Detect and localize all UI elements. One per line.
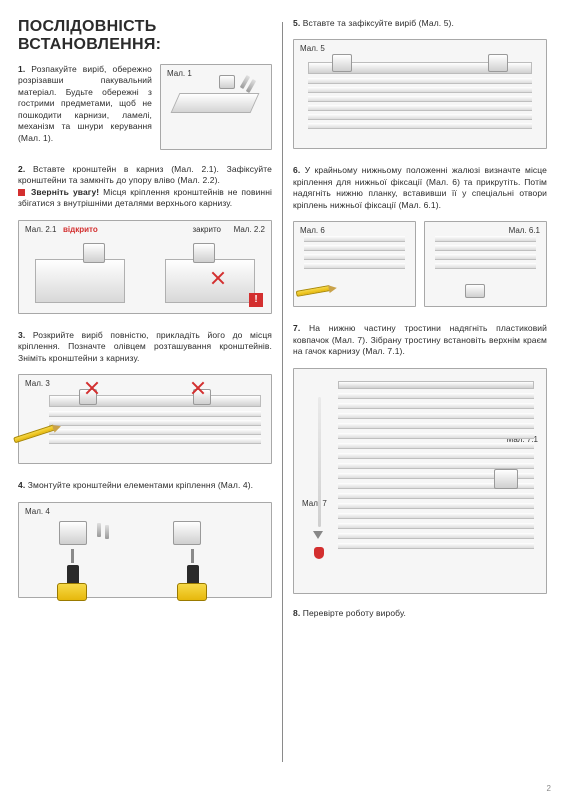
step-4-num: 4. xyxy=(18,480,25,490)
step-8-num: 8. xyxy=(293,608,300,618)
step-6-body: У крайньому нижньому положенні жалюзі ви… xyxy=(293,165,547,209)
rail-icon xyxy=(338,381,534,389)
drill-icon xyxy=(47,561,93,601)
step-1-num: 1. xyxy=(18,64,25,74)
step-7-body: На нижню частину тростини надягніть плас… xyxy=(293,323,547,356)
screw-icon xyxy=(105,525,109,539)
cross-icon xyxy=(85,381,99,395)
bracket-icon xyxy=(83,243,105,263)
closed-label: закрито xyxy=(192,225,221,234)
figure-2-2-label: Мал. 2.2 xyxy=(234,225,265,234)
step-1-body: Розпакуйте виріб, обережно розрізавши па… xyxy=(18,64,152,143)
step-5-text: 5. Вставте та зафіксуйте виріб (Мал. 5). xyxy=(293,18,547,29)
step-5-num: 5. xyxy=(293,18,300,28)
step-2-text: 2. Вставте кронштейн в карниз (Мал. 2.1)… xyxy=(18,164,272,210)
arrow-down-icon xyxy=(313,531,323,539)
blinds-icon xyxy=(308,78,532,129)
page-number: 2 xyxy=(547,784,551,793)
screw-icon xyxy=(97,523,101,537)
cross-icon xyxy=(191,381,205,395)
cross-icon xyxy=(211,271,225,285)
bracket-icon xyxy=(488,54,508,72)
figure-7: Мал. 7.1 Мал. 7 xyxy=(293,368,547,594)
warning-icon: ! xyxy=(249,293,263,307)
bracket-icon xyxy=(219,75,235,89)
clip-icon xyxy=(465,284,485,298)
step-6-num: 6. xyxy=(293,165,300,175)
step-1: 1. Розпакуйте виріб, обережно розрізавши… xyxy=(18,64,272,150)
figure-3-label: Мал. 3 xyxy=(25,379,50,388)
blinds-icon xyxy=(49,411,261,444)
step-6-text: 6. У крайньому нижньому положенні жалюзі… xyxy=(293,165,547,211)
figure-6-row: Мал. 6 Мал. 6.1 xyxy=(293,221,547,307)
figure-2-1-label: Мал. 2.1 xyxy=(25,225,56,234)
rail-icon xyxy=(171,93,260,113)
figure-3: Мал. 3 xyxy=(18,374,272,464)
pencil-icon xyxy=(296,285,331,297)
bracket-icon xyxy=(59,521,87,545)
figure-1-label: Мал. 1 xyxy=(167,69,192,78)
figure-7-label: Мал. 7 xyxy=(302,499,327,508)
step-8-text: 8. Перевірте роботу виробу. xyxy=(293,608,547,619)
step-3-body: Розкрийте виріб повністю, прикладіть йог… xyxy=(18,330,272,363)
step-8-body: Перевірте роботу виробу. xyxy=(303,608,406,618)
figure-6-label: Мал. 6 xyxy=(300,226,325,235)
mount-block xyxy=(165,259,255,303)
step-7-text: 7. На нижню частину тростини надягніть п… xyxy=(293,323,547,357)
open-label: відкрито xyxy=(63,225,98,234)
step-4-body: Змонтуйте кронштейни елементами кріпленн… xyxy=(28,480,253,490)
bracket-icon xyxy=(332,54,352,72)
step-7-num: 7. xyxy=(293,323,300,333)
bracket-icon xyxy=(494,469,518,489)
figure-4-label: Мал. 4 xyxy=(25,507,50,516)
figure-5-label: Мал. 5 xyxy=(300,44,325,53)
step-2-num: 2. xyxy=(18,164,25,174)
bracket-icon xyxy=(193,243,215,263)
cap-icon xyxy=(314,547,324,559)
attention-icon xyxy=(18,189,25,196)
step-3-text: 3. Розкрийте виріб повністю, прикладіть … xyxy=(18,330,272,364)
blinds-icon xyxy=(435,236,536,269)
figure-1: Мал. 1 xyxy=(160,64,272,150)
figure-6: Мал. 6 xyxy=(293,221,416,307)
mount-block xyxy=(35,259,125,303)
figure-2: Мал. 2.1 відкрито закрито Мал. 2.2 ! xyxy=(18,220,272,314)
figure-6-1: Мал. 6.1 xyxy=(424,221,547,307)
step-1-text: 1. Розпакуйте виріб, обережно розрізавши… xyxy=(18,64,152,144)
step-3-num: 3. xyxy=(18,330,25,340)
figure-4: Мал. 4 xyxy=(18,502,272,598)
drill-icon xyxy=(167,561,213,601)
step-4-text: 4. Змонтуйте кронштейни елементами кріпл… xyxy=(18,480,272,491)
right-column: 5. Вставте та зафіксуйте виріб (Мал. 5).… xyxy=(283,18,547,789)
figure-6-1-label: Мал. 6.1 xyxy=(509,226,540,235)
wand-icon xyxy=(318,397,321,527)
step-2-attn-label: Зверніть увагу! xyxy=(31,187,99,197)
page-title: ПОСЛІДОВНІСТЬ ВСТАНОВЛЕННЯ: xyxy=(18,18,272,54)
bracket-icon xyxy=(173,521,201,545)
step-2-body: Вставте кронштейн в карниз (Мал. 2.1). З… xyxy=(18,164,272,185)
blinds-icon xyxy=(304,236,405,269)
step-5-body: Вставте та зафіксуйте виріб (Мал. 5). xyxy=(303,18,454,28)
figure-5: Мал. 5 xyxy=(293,39,547,149)
left-column: ПОСЛІДОВНІСТЬ ВСТАНОВЛЕННЯ: 1. Розпакуйт… xyxy=(18,18,282,789)
